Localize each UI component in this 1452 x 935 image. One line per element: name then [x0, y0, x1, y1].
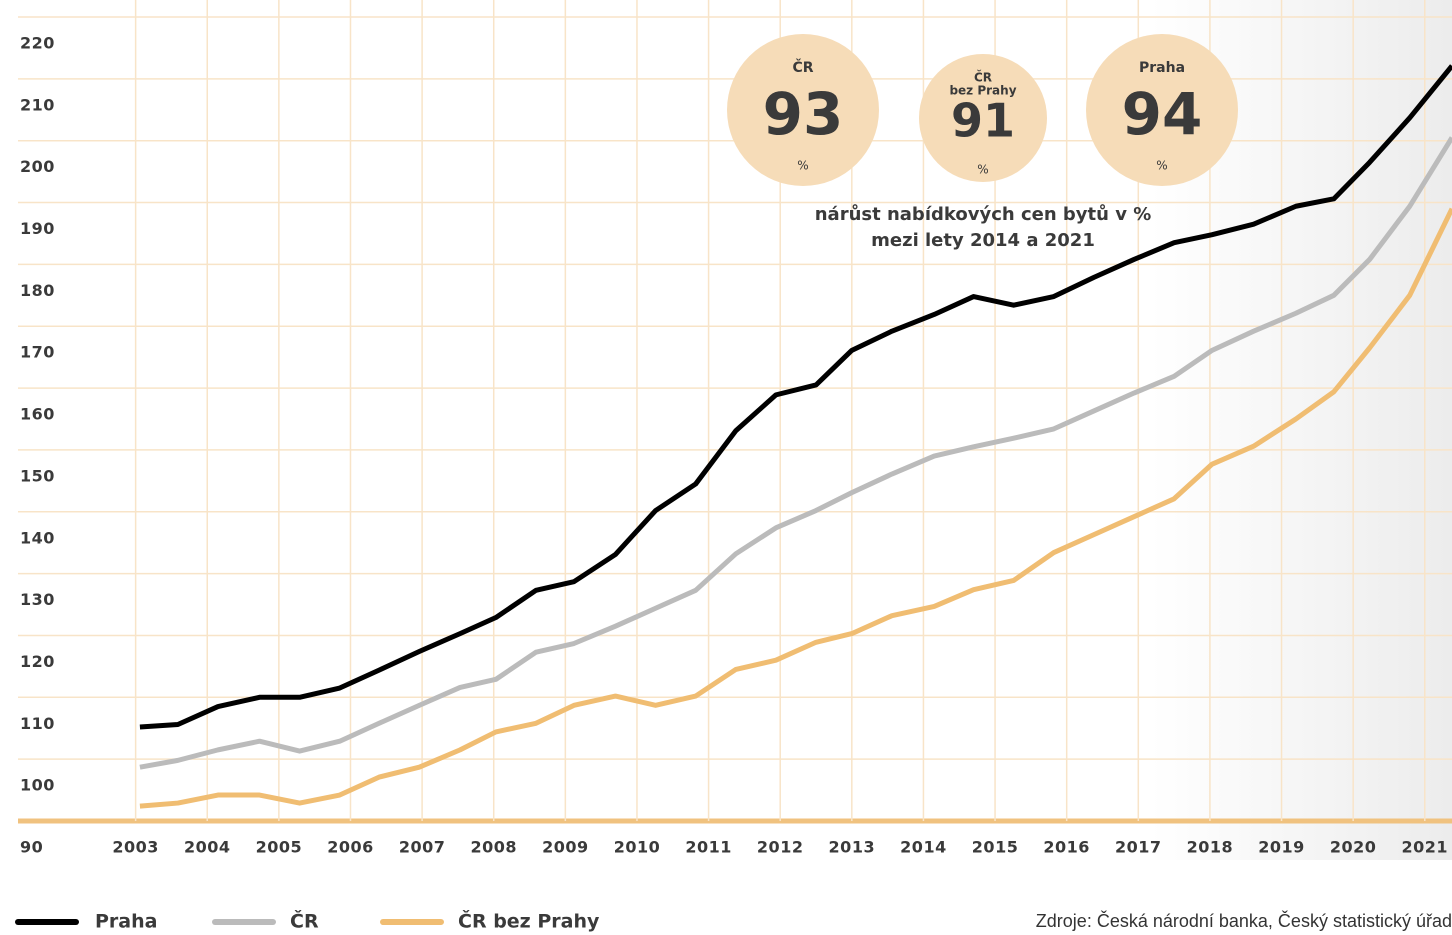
callout-bubble — [1086, 34, 1238, 186]
source: Zdroje: Česká národní banka, Český stati… — [1036, 910, 1452, 931]
x-tick-label: 2016 — [1043, 838, 1090, 857]
x-tick-label: 2007 — [399, 838, 446, 857]
callout-label: ČR — [792, 58, 813, 76]
x-tick-label: 2008 — [470, 838, 517, 857]
callout-unit: % — [1156, 159, 1167, 173]
legend-label: ČR bez Prahy — [458, 909, 600, 933]
y-tick-label: 110 — [20, 714, 55, 733]
y-tick-label: 200 — [20, 157, 55, 176]
callout-value: 93 — [763, 80, 844, 148]
y-tick-label: 140 — [20, 528, 55, 547]
y-tick-label: 180 — [20, 281, 55, 300]
x-tick-label: 2010 — [614, 838, 661, 857]
x-tick-label: 2005 — [256, 838, 303, 857]
y-tick-label: 160 — [20, 405, 55, 424]
x-tick-label: 2018 — [1187, 838, 1234, 857]
callout-unit: % — [797, 159, 808, 173]
legend-label: ČR — [290, 909, 319, 933]
y-tick-label: 130 — [20, 590, 55, 609]
callout-bubble — [919, 54, 1047, 182]
x-tick-label: 2020 — [1330, 838, 1377, 857]
x-tick-label: 2012 — [757, 838, 804, 857]
callout-label: ČR — [974, 70, 992, 85]
y-tick-label: 100 — [20, 776, 55, 795]
caption-highlight: mezi lety 2014 a 2021 — [871, 230, 1095, 251]
y-tick-label: 170 — [20, 343, 55, 362]
y-tick-label: 90 — [20, 838, 43, 857]
x-tick-label: 2009 — [542, 838, 589, 857]
x-tick-label: 2021 — [1402, 838, 1449, 857]
legend-label: Praha — [95, 911, 157, 933]
y-tick-label: 190 — [20, 219, 55, 238]
x-tick-label: 2004 — [184, 838, 231, 857]
callout-value: 91 — [951, 94, 1015, 148]
callout-bubble — [727, 34, 879, 186]
callout-label: Praha — [1139, 60, 1185, 76]
y-tick-label: 210 — [20, 95, 55, 114]
y-tick-label: 220 — [20, 34, 55, 53]
callout-unit: % — [977, 163, 988, 177]
x-tick-label: 2003 — [112, 838, 159, 857]
series-line — [139, 136, 1452, 770]
y-tick-label: 120 — [20, 652, 55, 671]
x-tick-label: 2006 — [327, 838, 374, 857]
x-tick-label: 2013 — [829, 838, 876, 857]
series-line — [139, 64, 1452, 730]
callout-label: bez Prahy — [949, 84, 1016, 98]
x-tick-label: 2019 — [1258, 838, 1305, 857]
x-tick-label: 2015 — [972, 838, 1019, 857]
y-tick-label: 150 — [20, 466, 55, 485]
caption: nárůst nabídkových cen bytů v % — [815, 203, 1152, 225]
series-line — [139, 207, 1452, 809]
x-tick-label: 2017 — [1115, 838, 1162, 857]
x-tick-label: 2014 — [900, 838, 947, 857]
x-tick-label: 2011 — [685, 838, 732, 857]
callout-value: 94 — [1122, 80, 1203, 148]
